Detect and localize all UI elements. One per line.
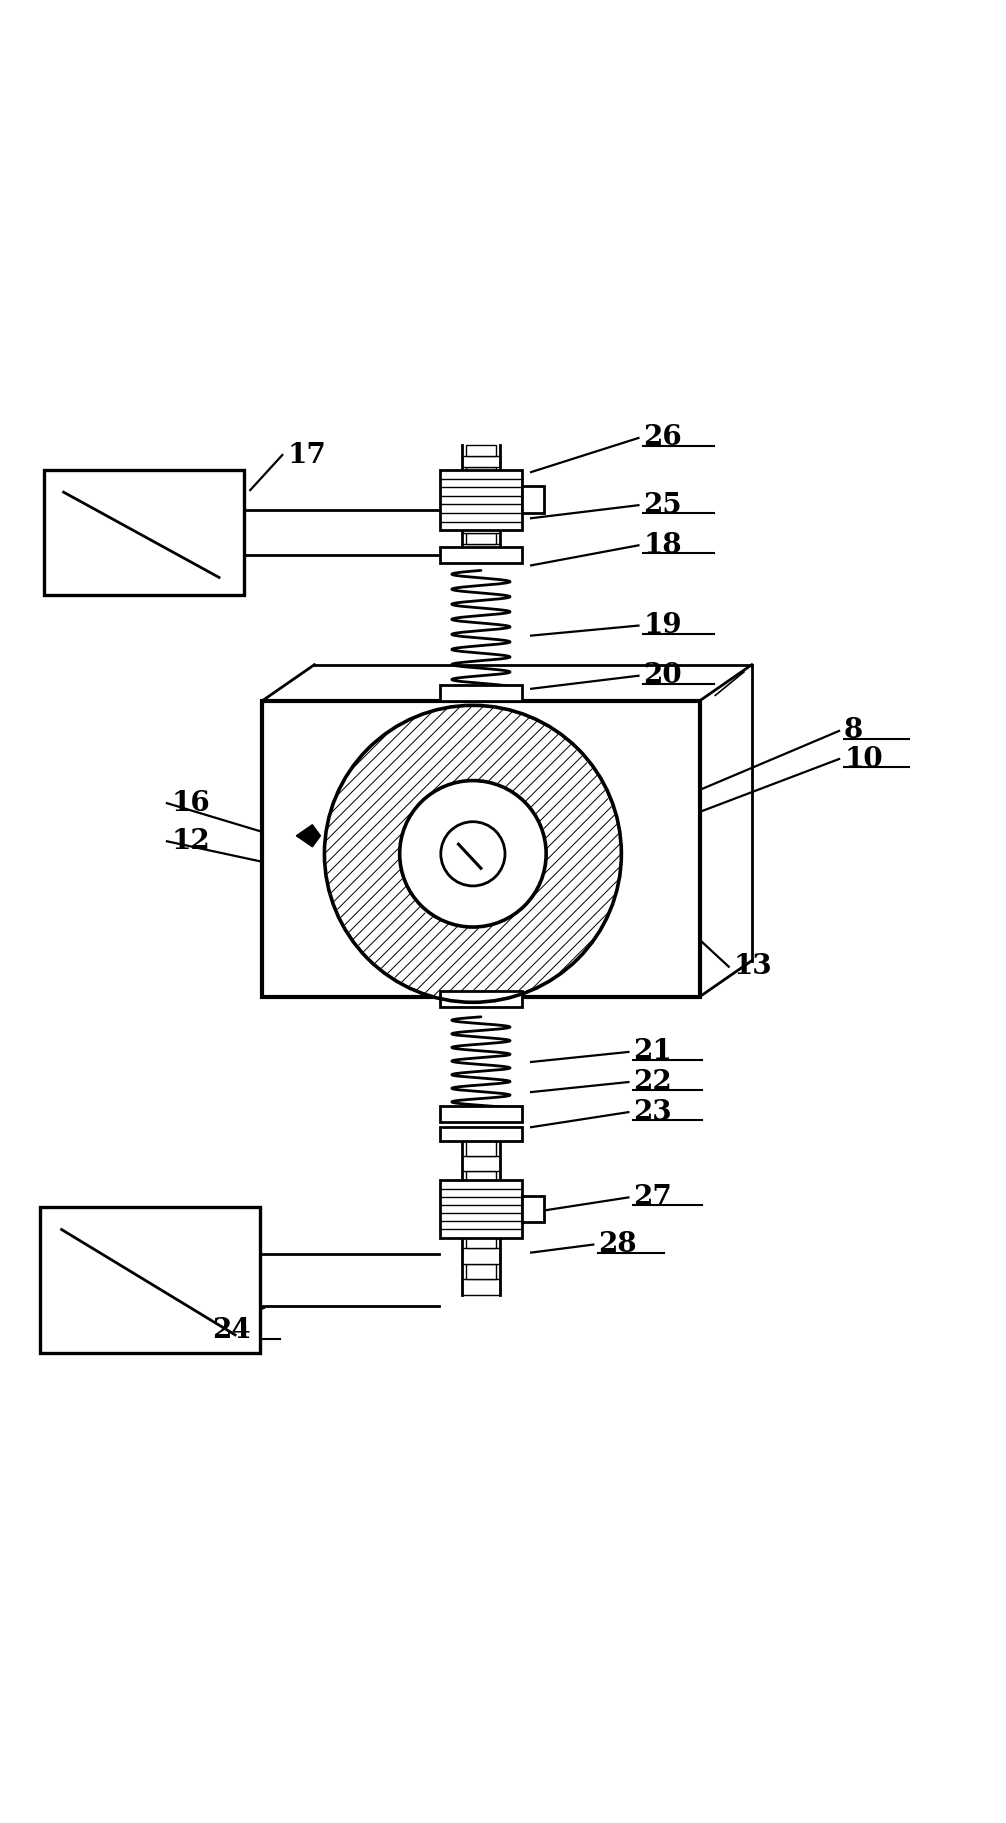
Bar bbox=[466, 489, 496, 500]
Circle shape bbox=[441, 822, 505, 886]
Bar bbox=[462, 1249, 500, 1263]
Bar bbox=[440, 1107, 522, 1123]
Bar bbox=[440, 990, 522, 1006]
Text: 26: 26 bbox=[644, 425, 682, 452]
Bar bbox=[440, 1179, 522, 1238]
Bar bbox=[462, 521, 500, 534]
Text: 19: 19 bbox=[644, 613, 682, 640]
Bar bbox=[466, 1139, 496, 1156]
Bar bbox=[462, 1156, 500, 1170]
Bar bbox=[462, 478, 500, 489]
Text: 8: 8 bbox=[844, 718, 863, 744]
Bar bbox=[440, 685, 522, 700]
Bar bbox=[440, 1127, 522, 1141]
Bar bbox=[440, 470, 522, 530]
Bar bbox=[440, 547, 522, 563]
Text: 16: 16 bbox=[172, 789, 210, 817]
Text: 17: 17 bbox=[288, 441, 326, 469]
Text: 18: 18 bbox=[644, 532, 682, 560]
Text: 24: 24 bbox=[212, 1318, 250, 1344]
Bar bbox=[263, 700, 699, 997]
Text: 23: 23 bbox=[634, 1099, 672, 1125]
Circle shape bbox=[399, 780, 546, 928]
Bar bbox=[462, 456, 500, 467]
Text: 22: 22 bbox=[634, 1068, 672, 1096]
Text: 20: 20 bbox=[644, 662, 682, 689]
Circle shape bbox=[324, 706, 622, 1003]
Polygon shape bbox=[297, 824, 321, 848]
Bar bbox=[466, 1263, 496, 1280]
Text: 12: 12 bbox=[172, 828, 210, 855]
Bar bbox=[466, 534, 496, 545]
Bar bbox=[466, 510, 496, 521]
Text: 10: 10 bbox=[844, 746, 882, 773]
Bar bbox=[462, 500, 500, 510]
Bar bbox=[466, 1201, 496, 1218]
Bar bbox=[462, 1280, 500, 1294]
Bar bbox=[522, 487, 544, 514]
Text: 28: 28 bbox=[599, 1231, 637, 1258]
Bar bbox=[466, 1232, 496, 1249]
Bar bbox=[522, 1196, 544, 1221]
Bar bbox=[462, 1218, 500, 1232]
Text: 21: 21 bbox=[634, 1039, 672, 1065]
Bar bbox=[466, 1170, 496, 1187]
Text: 27: 27 bbox=[634, 1183, 672, 1210]
Text: 25: 25 bbox=[644, 492, 682, 520]
Bar bbox=[43, 470, 244, 596]
Bar bbox=[462, 545, 500, 556]
Bar bbox=[466, 445, 496, 456]
Bar bbox=[466, 467, 496, 478]
Bar bbox=[462, 1187, 500, 1201]
Bar bbox=[39, 1207, 261, 1353]
Text: 13: 13 bbox=[733, 953, 773, 981]
